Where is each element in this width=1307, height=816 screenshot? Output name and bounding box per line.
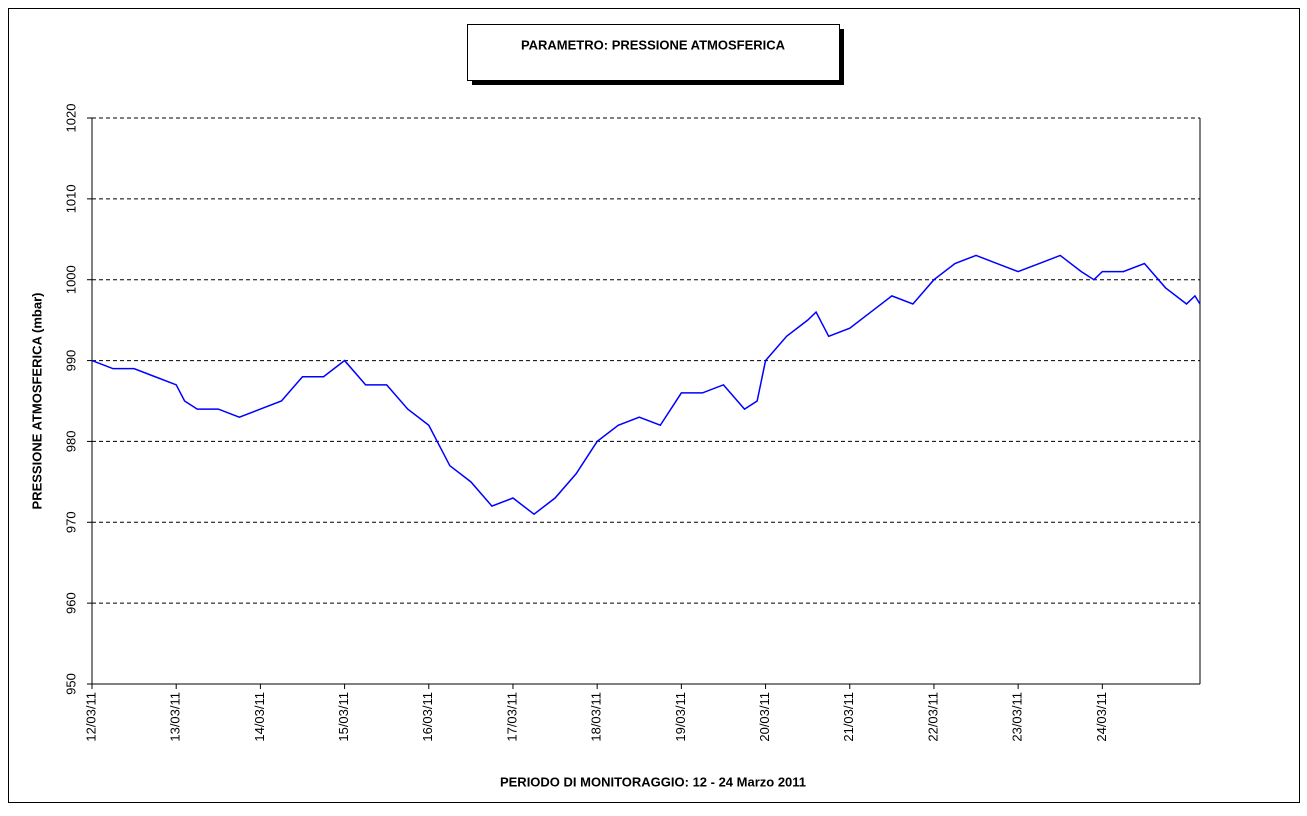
x-tick-label: 12/03/11 <box>83 692 98 742</box>
x-tick-label: 21/03/11 <box>841 692 856 742</box>
x-tick-label: 15/03/11 <box>336 692 351 742</box>
x-tick-label: 20/03/11 <box>757 692 772 742</box>
y-tick-label: 970 <box>63 511 78 533</box>
x-tick-label: 23/03/11 <box>1010 692 1025 742</box>
x-tick-label: 13/03/11 <box>168 692 183 742</box>
y-tick-label: 1000 <box>63 265 78 294</box>
x-tick-label: 24/03/11 <box>1094 692 1109 742</box>
x-axis-title: PERIODO DI MONITORAGGIO: 12 - 24 Marzo 2… <box>500 774 806 789</box>
y-tick-label: 1010 <box>63 184 78 213</box>
y-tick-label: 990 <box>63 350 78 372</box>
y-tick-label: 960 <box>63 592 78 614</box>
chart-title: PARAMETRO: PRESSIONE ATMOSFERICA <box>521 37 786 52</box>
x-tick-label: 18/03/11 <box>589 692 604 742</box>
y-tick-label: 980 <box>63 431 78 453</box>
x-tick-label: 22/03/11 <box>925 692 940 742</box>
y-axis-title: PRESSIONE ATMOSFERICA (mbar) <box>29 293 44 510</box>
x-tick-label: 17/03/11 <box>504 692 519 742</box>
y-tick-label: 1020 <box>63 104 78 133</box>
title-box <box>467 24 840 81</box>
data-line <box>91 254 1201 516</box>
chart-border <box>8 8 1300 803</box>
x-tick-label: 19/03/11 <box>673 692 688 742</box>
y-tick-label: 950 <box>63 673 78 695</box>
x-tick-label: 14/03/11 <box>252 692 267 742</box>
x-tick-label: 16/03/11 <box>420 692 435 742</box>
